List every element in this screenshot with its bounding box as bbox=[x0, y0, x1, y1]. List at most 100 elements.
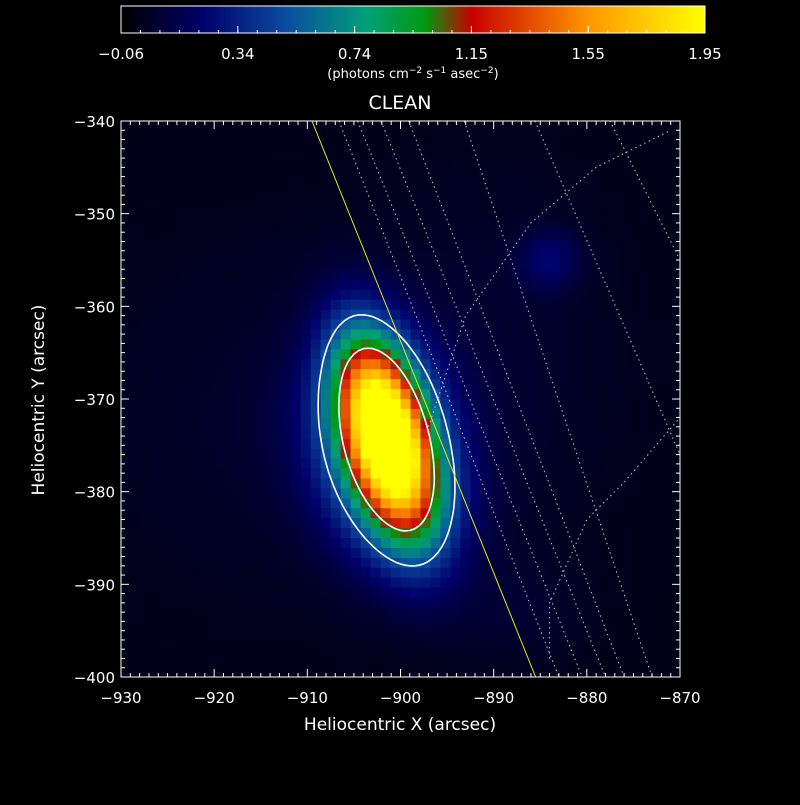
heatmap-cell bbox=[180, 587, 192, 599]
heatmap-cell bbox=[580, 528, 591, 539]
heatmap-cell bbox=[530, 538, 541, 549]
heatmap-cell bbox=[140, 121, 152, 132]
heatmap-cell bbox=[500, 478, 511, 489]
heatmap-cell bbox=[190, 438, 202, 450]
heatmap-cell bbox=[180, 597, 192, 609]
heatmap-cell bbox=[270, 379, 282, 390]
heatmap-cell bbox=[510, 240, 521, 251]
heatmap-cell bbox=[180, 319, 192, 331]
heatmap-cell bbox=[200, 220, 212, 231]
heatmap-cell bbox=[150, 538, 162, 549]
heatmap-cell bbox=[290, 657, 302, 668]
heatmap-cell bbox=[630, 607, 641, 619]
heatmap-cell bbox=[510, 438, 521, 450]
heatmap-cell bbox=[240, 130, 252, 142]
heatmap-cell bbox=[240, 498, 252, 509]
heatmap-cell bbox=[470, 468, 481, 480]
heatmap-cell bbox=[121, 428, 132, 440]
heatmap-cell bbox=[550, 607, 561, 619]
heatmap-cell bbox=[121, 279, 132, 291]
heatmap-cell bbox=[280, 121, 292, 132]
heatmap-cell bbox=[590, 667, 601, 677]
heatmap-cell bbox=[210, 170, 222, 182]
heatmap-cell bbox=[670, 210, 680, 221]
heatmap-cell bbox=[580, 210, 591, 221]
heatmap-cell bbox=[310, 468, 322, 480]
heatmap-cell bbox=[490, 389, 501, 400]
heatmap-cell bbox=[320, 210, 332, 221]
heatmap-cell bbox=[440, 557, 452, 569]
heatmap-cell bbox=[360, 269, 372, 281]
x-axis-label: Heliocentric X (arcsec) bbox=[304, 715, 496, 735]
heatmap-cell bbox=[590, 399, 601, 410]
heatmap-cell bbox=[360, 349, 372, 360]
heatmap-cell bbox=[210, 140, 222, 152]
heatmap-cell bbox=[170, 577, 182, 589]
heatmap-cell bbox=[280, 220, 292, 231]
heatmap-cell bbox=[660, 657, 671, 668]
heatmap-cell bbox=[330, 498, 342, 509]
heatmap-cell bbox=[150, 607, 162, 619]
heatmap-cell bbox=[180, 567, 192, 579]
heatmap-cell bbox=[500, 428, 511, 440]
heatmap-cell bbox=[130, 538, 142, 549]
heatmap-cell bbox=[170, 389, 182, 400]
heatmap-cell bbox=[240, 478, 252, 489]
heatmap-cell bbox=[330, 339, 342, 350]
heatmap-cell bbox=[230, 200, 242, 211]
heatmap-cell bbox=[600, 627, 611, 638]
heatmap-cell bbox=[460, 260, 471, 271]
heatmap-cell bbox=[280, 289, 292, 301]
heatmap-cell bbox=[470, 458, 481, 470]
heatmap-cell bbox=[340, 220, 352, 231]
heatmap-cell bbox=[460, 478, 471, 489]
heatmap-cell bbox=[580, 597, 591, 609]
heatmap-cell bbox=[150, 260, 162, 271]
heatmap-cell bbox=[180, 508, 192, 519]
heatmap-cell bbox=[510, 339, 521, 350]
heatmap-cell bbox=[190, 399, 202, 410]
heatmap-cell bbox=[660, 518, 671, 529]
heatmap-cell bbox=[660, 379, 671, 390]
heatmap-cell bbox=[240, 230, 252, 241]
heatmap-cell bbox=[570, 359, 581, 370]
heatmap-cell bbox=[150, 309, 162, 321]
heatmap-cell bbox=[580, 468, 591, 480]
heatmap-cell bbox=[230, 657, 242, 668]
heatmap-cell bbox=[410, 140, 422, 152]
heatmap-cell bbox=[380, 488, 392, 499]
heatmap-cell bbox=[430, 140, 442, 152]
heatmap-cell bbox=[600, 240, 611, 251]
heatmap-cell bbox=[560, 200, 571, 211]
heatmap-cell bbox=[350, 567, 362, 579]
heatmap-cell bbox=[520, 577, 531, 589]
heatmap-cell bbox=[590, 389, 601, 400]
heatmap-cell bbox=[580, 359, 591, 370]
heatmap-cell bbox=[280, 428, 292, 440]
heatmap-cell bbox=[600, 230, 611, 241]
heatmap-cell bbox=[510, 428, 521, 440]
heatmap-cell bbox=[410, 150, 422, 162]
heatmap-cell bbox=[150, 488, 162, 499]
heatmap-cell bbox=[380, 329, 392, 341]
heatmap-cell bbox=[530, 160, 541, 172]
heatmap-cell bbox=[380, 200, 392, 211]
heatmap-cell bbox=[390, 547, 402, 559]
heatmap-cell bbox=[200, 557, 212, 569]
heatmap-cell bbox=[360, 557, 372, 569]
heatmap-cell bbox=[170, 170, 182, 182]
heatmap-cell bbox=[500, 309, 511, 321]
heatmap-cell bbox=[180, 498, 192, 509]
heatmap-cell bbox=[240, 627, 252, 638]
heatmap-cell bbox=[260, 200, 272, 211]
heatmap-cell bbox=[390, 468, 402, 480]
heatmap-cell bbox=[230, 140, 242, 152]
heatmap-cell bbox=[600, 597, 611, 609]
heatmap-cell bbox=[590, 488, 601, 499]
heatmap-cell bbox=[430, 289, 442, 301]
heatmap-cell bbox=[610, 607, 621, 619]
heatmap-cell bbox=[670, 597, 680, 609]
heatmap-cell bbox=[520, 220, 531, 231]
heatmap-cell bbox=[400, 647, 412, 658]
